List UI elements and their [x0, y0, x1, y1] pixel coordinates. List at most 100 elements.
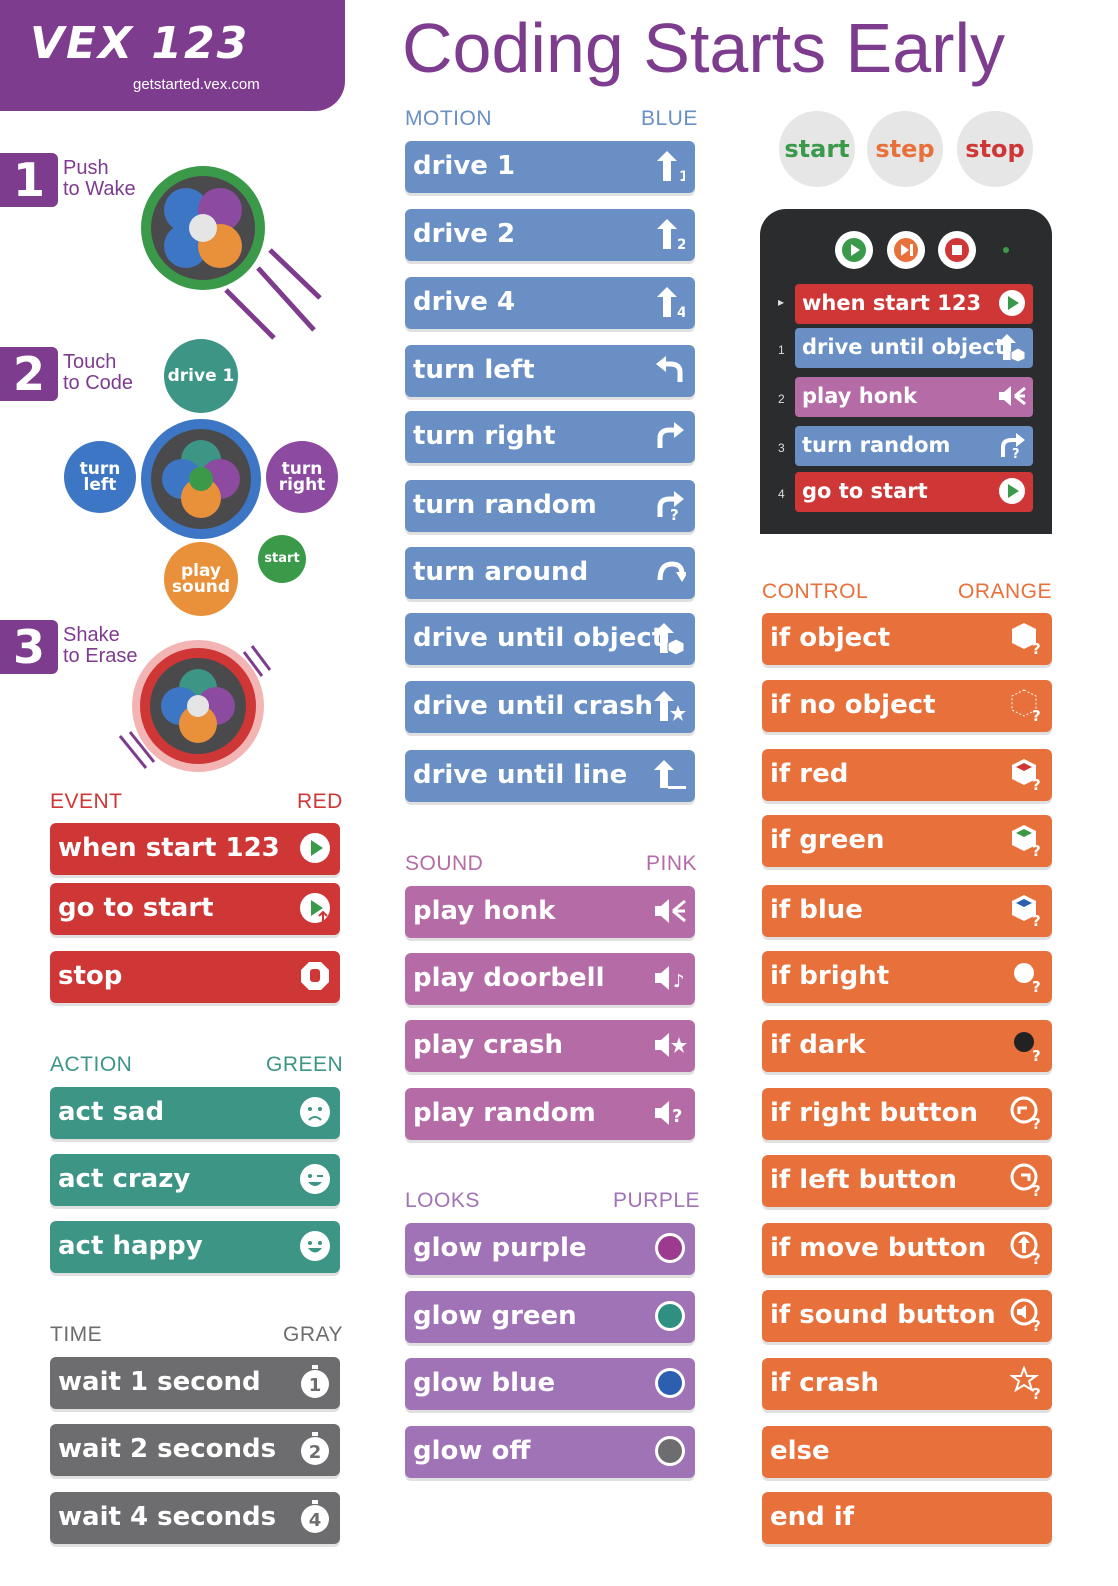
touch-start-button[interactable]: start	[258, 535, 306, 583]
block-wait-4-seconds[interactable]: wait 4 seconds 4	[50, 1492, 340, 1544]
drive-crash-icon	[653, 689, 687, 723]
drive-object-icon	[653, 621, 687, 655]
stop-control-button[interactable]: stop	[957, 111, 1033, 187]
looks-category-color: PURPLE	[613, 1189, 701, 1212]
action-category-name: ACTION	[50, 1053, 133, 1076]
block-if-object[interactable]: if object?	[762, 613, 1052, 665]
block-end-if[interactable]: end if	[762, 1492, 1052, 1544]
block-if-crash[interactable]: if crash?	[762, 1358, 1052, 1410]
coder-tablet: ▸ when start 123 1 drive until object 2 …	[760, 209, 1052, 534]
go-start-icon	[996, 475, 1028, 507]
svg-text:?: ?	[1032, 912, 1041, 927]
block-drive-until-object[interactable]: drive until object	[405, 613, 695, 665]
block-if-bright[interactable]: if bright?	[762, 951, 1052, 1003]
glow-blue-icon	[653, 1366, 687, 1400]
sound-button-icon: ?	[1010, 1298, 1044, 1332]
block-go-to-start[interactable]: go to start	[50, 883, 340, 935]
control-category-color: ORANGE	[958, 580, 1053, 603]
tablet-block[interactable]: when start 123	[795, 284, 1033, 324]
right-button-icon: ?	[1010, 1096, 1044, 1130]
vex-logo-banner: VEX 123 getstarted.vex.com	[0, 0, 345, 111]
start-control-button[interactable]: start	[779, 111, 855, 187]
block-if-no-object[interactable]: if no object?	[762, 680, 1052, 732]
touch-drive-button[interactable]: drive 1	[164, 339, 238, 413]
block-if-right-button[interactable]: if right button?	[762, 1088, 1052, 1140]
svg-text:?: ?	[1032, 1250, 1041, 1265]
block-if-sound-button[interactable]: if sound button?	[762, 1290, 1052, 1342]
tablet-block[interactable]: play honk	[795, 377, 1033, 417]
play-icon	[996, 287, 1028, 319]
block-if-move-button[interactable]: if move button?	[762, 1223, 1052, 1275]
crash-question-icon: ?	[1010, 1366, 1044, 1400]
time-category-name: TIME	[50, 1323, 103, 1346]
crazy-face-icon	[298, 1162, 332, 1196]
block-act-crazy[interactable]: act crazy	[50, 1154, 340, 1206]
tablet-stop-button[interactable]	[938, 231, 976, 269]
control-category-name: CONTROL	[762, 580, 869, 603]
block-wait-1-second[interactable]: wait 1 second 1	[50, 1357, 340, 1409]
block-play-crash[interactable]: play crash	[405, 1020, 695, 1072]
tablet-step-button[interactable]	[887, 231, 925, 269]
block-play-doorbell[interactable]: play doorbell ♪	[405, 953, 695, 1005]
block-act-sad[interactable]: act sad	[50, 1087, 340, 1139]
svg-text:?: ?	[1012, 447, 1020, 459]
touch-turn-left-button[interactable]: turn left	[64, 441, 136, 513]
block-drive-until-line[interactable]: drive until line	[405, 750, 695, 802]
timer-4-icon: 4	[298, 1500, 332, 1534]
green-cube-icon: ?	[1010, 823, 1044, 857]
block-glow-purple[interactable]: glow purple	[405, 1223, 695, 1275]
touch-play-sound-button[interactable]: play sound	[164, 542, 238, 616]
svg-text:?: ?	[1032, 776, 1041, 791]
sound-category-color: PINK	[646, 852, 698, 875]
sound-category-name: SOUND	[405, 852, 484, 875]
block-if-dark[interactable]: if dark?	[762, 1020, 1052, 1072]
stop-hand-icon	[298, 959, 332, 993]
event-category-color: RED	[297, 790, 343, 813]
tablet-play-button[interactable]	[835, 231, 873, 269]
block-act-happy[interactable]: act happy	[50, 1221, 340, 1273]
turn-right-icon	[653, 419, 687, 453]
tablet-block[interactable]: drive until object	[795, 328, 1033, 368]
block-play-honk[interactable]: play honk	[405, 886, 695, 938]
block-drive-until-crash[interactable]: drive until crash	[405, 681, 695, 733]
step-control-button[interactable]: step	[867, 111, 943, 187]
tablet-row-number: 4	[778, 487, 785, 501]
robot-touch-icon	[141, 419, 261, 539]
block-if-blue[interactable]: if blue?	[762, 885, 1052, 937]
block-turn-around[interactable]: turn around	[405, 547, 695, 599]
block-else[interactable]: else	[762, 1426, 1052, 1478]
arrow-up-2-icon: 2	[653, 217, 687, 251]
motion-category-color: BLUE	[641, 107, 698, 130]
turn-random-icon: ?	[996, 429, 1028, 461]
block-turn-right[interactable]: turn right	[405, 411, 695, 463]
logo-url: getstarted.vex.com	[133, 76, 260, 93]
block-stop[interactable]: stop	[50, 951, 340, 1003]
block-wait-2-seconds[interactable]: wait 2 seconds 2	[50, 1424, 340, 1476]
block-turn-random[interactable]: turn random?	[405, 480, 695, 532]
block-glow-green[interactable]: glow green	[405, 1291, 695, 1343]
block-when-start-123[interactable]: when start 123	[50, 823, 340, 875]
block-turn-left[interactable]: turn left	[405, 345, 695, 397]
touch-turn-right-button[interactable]: turn right	[266, 441, 338, 513]
block-if-red[interactable]: if red?	[762, 749, 1052, 801]
svg-text:?: ?	[1032, 1115, 1041, 1130]
step-3-text: Shake to Erase	[63, 624, 138, 667]
drive-object-icon	[996, 331, 1028, 363]
tablet-row-marker: ▸	[778, 295, 785, 309]
block-glow-off[interactable]: glow off	[405, 1426, 695, 1478]
blue-cube-icon: ?	[1010, 893, 1044, 927]
block-glow-blue[interactable]: glow blue	[405, 1358, 695, 1410]
svg-text:♪: ♪	[673, 971, 685, 992]
tablet-block[interactable]: turn random?	[795, 426, 1033, 466]
sun-question-icon: ?	[1010, 959, 1044, 993]
tablet-block[interactable]: go to start	[795, 472, 1033, 512]
block-if-green[interactable]: if green?	[762, 815, 1052, 867]
svg-text:?: ?	[1032, 640, 1041, 655]
stop-icon	[945, 238, 969, 262]
block-if-left-button[interactable]: if left button?	[762, 1155, 1052, 1207]
block-play-random[interactable]: play random?	[405, 1088, 695, 1140]
looks-category-name: LOOKS	[405, 1189, 480, 1212]
